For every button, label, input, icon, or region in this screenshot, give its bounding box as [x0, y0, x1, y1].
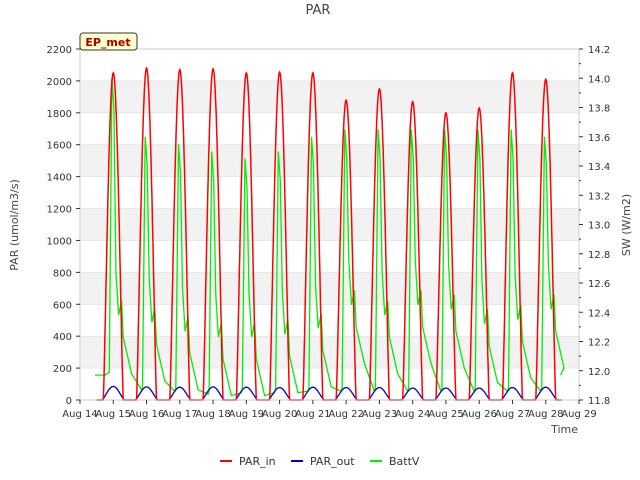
band — [80, 80, 579, 113]
x-axis-label: Time — [550, 423, 578, 436]
y-tick-label: 1800 — [47, 109, 72, 120]
y-axis-label-right: SW (W/m2) — [620, 194, 633, 256]
y-tick-label-right: 13.4 — [588, 162, 610, 173]
y-tick-label-right: 14.2 — [588, 45, 610, 56]
band — [80, 208, 579, 241]
legend-label: PAR_in — [239, 455, 276, 468]
y-tick-label: 400 — [53, 332, 72, 343]
legend: PAR_in PAR_out BattV — [220, 455, 420, 468]
right-axis: 11.8 12.0 12.2 12.4 12.6 12.8 13.0 13.2 13.4 13.6… — [579, 45, 610, 407]
x-tick-label: Aug 25 — [428, 409, 463, 420]
band — [80, 272, 579, 305]
y-tick-label-right: 12.4 — [588, 308, 610, 319]
legend-label: BattV — [389, 455, 420, 468]
y-tick-label-right: 11.8 — [588, 396, 610, 407]
x-tick-label: Aug 14 — [62, 409, 97, 420]
y-tick-label: 2200 — [47, 45, 72, 56]
x-tick-label: Aug 17 — [162, 409, 197, 420]
y-tick-label: 1400 — [47, 173, 72, 184]
plot-background — [80, 49, 579, 400]
y-tick-label-right: 14.0 — [588, 74, 610, 85]
y-tick-label-right: 13.6 — [588, 133, 610, 144]
x-tick-label: Aug 27 — [495, 409, 530, 420]
y-tick-label-right: 12.8 — [588, 250, 610, 261]
y-tick-label-right: 12.0 — [588, 367, 610, 378]
x-tick-label: Aug 18 — [195, 409, 230, 420]
x-tick-label: Aug 16 — [129, 409, 164, 420]
y-tick-label: 1200 — [47, 205, 72, 216]
annotation-label: EP_met — [85, 36, 130, 49]
x-tick-label: Aug 15 — [96, 409, 131, 420]
annotation-box: EP_met — [79, 32, 138, 51]
x-tick-label: Aug 28 — [528, 409, 563, 420]
x-tick-label: Aug 29 — [561, 409, 596, 420]
chart-title: PAR — [306, 3, 331, 18]
y-tick-label: 0 — [66, 396, 72, 407]
y-tick-label-right: 13.2 — [588, 191, 610, 202]
x-tick-label: Aug 19 — [229, 409, 264, 420]
y-tick-label-right: 13.8 — [588, 104, 610, 115]
x-tick-label: Aug 24 — [395, 409, 430, 420]
left-axis: 0 200 400 600 800 1000 1200 1400 1600 1800 2000 220… — [47, 45, 80, 407]
band — [80, 144, 579, 177]
y-tick-label-right: 12.2 — [588, 338, 610, 349]
legend-label: PAR_out — [310, 455, 355, 468]
x-tick-label: Aug 22 — [328, 409, 363, 420]
band — [80, 336, 579, 369]
y-tick-label: 600 — [53, 300, 72, 311]
x-tick-label: Aug 20 — [262, 409, 297, 420]
y-tick-label-right: 13.0 — [588, 221, 610, 232]
y-tick-label: 2000 — [47, 77, 72, 88]
x-tick-label: Aug 23 — [362, 409, 397, 420]
x-tick-label: Aug 26 — [461, 409, 496, 420]
x-tick-label: Aug 21 — [295, 409, 330, 420]
y-tick-label: 1000 — [47, 236, 72, 247]
y-tick-label: 200 — [53, 364, 72, 375]
y-axis-label-left: PAR (umol/m3/s) — [8, 179, 21, 271]
y-tick-label: 1600 — [47, 141, 72, 152]
y-tick-label: 800 — [53, 268, 72, 279]
y-tick-label-right: 12.6 — [588, 279, 610, 290]
